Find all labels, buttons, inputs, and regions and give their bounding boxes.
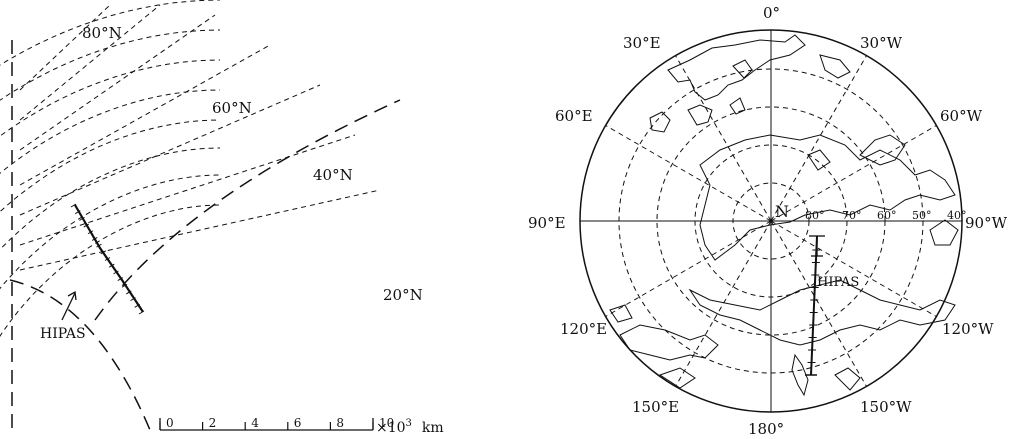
left-panel (0, 0, 401, 431)
left-meridian (19, 14, 216, 151)
meridian-line (605, 125, 772, 222)
lat-tick-label: 50° (912, 209, 932, 222)
meridian-line (770, 125, 937, 222)
left-path-tick (91, 237, 98, 241)
right-station-marker (809, 235, 825, 257)
left-meridian (19, 134, 356, 246)
meridian-line (770, 220, 867, 387)
left-path-tick (113, 270, 119, 275)
left-path-tick (108, 263, 115, 268)
lat-label-20n: 20°N (383, 286, 423, 304)
left-path-tick (134, 303, 141, 308)
left-boundary-curve (94, 99, 401, 321)
lon-label-30e: 30°E (623, 34, 661, 52)
left-lat-arc (0, 119, 221, 213)
lon-label-90e: 90°E (528, 214, 566, 232)
left-meridian (19, 4, 161, 121)
left-meridian (19, 44, 271, 186)
left-path-tick (100, 250, 107, 255)
lon-label-150w: 150°W (860, 398, 912, 416)
lon-label-180: 180° (748, 420, 784, 438)
lon-label-60w: 60°W (940, 107, 983, 125)
lat-tick-label: 40° (947, 209, 967, 222)
left-station-path (74, 204, 144, 313)
scale-tick-label: 2 (209, 416, 217, 430)
scale-ticks: 0 2 4 6 8 10 (159, 416, 394, 430)
left-lat-arc (0, 174, 221, 290)
left-path-tick (70, 203, 77, 208)
right-panel (579, 29, 963, 413)
left-lat-arc (0, 59, 221, 137)
left-grid (0, 0, 401, 431)
right-station-label: HIPAS (817, 275, 859, 290)
left-lat-arc (0, 29, 221, 101)
left-station-arrow (61, 290, 77, 321)
left-path-tick (125, 290, 132, 295)
meridian-line (770, 55, 867, 222)
meridian-line (605, 220, 772, 317)
left-meridian (19, 189, 381, 271)
left-station-label: HIPAS (40, 326, 86, 342)
left-path-tick (130, 297, 136, 302)
left-meridian (19, 4, 111, 91)
scale-tick-label: 6 (294, 416, 302, 430)
left-path-tick (138, 310, 145, 315)
lat-label-40n: 40°N (313, 166, 353, 184)
meridian-line (675, 220, 772, 387)
right-station-track (810, 235, 818, 376)
left-path-tick (74, 210, 81, 215)
left-path-tick (87, 230, 94, 235)
meridian-line (770, 220, 937, 317)
lat-label-60n: 60°N (212, 99, 252, 117)
left-lat-arc (0, 204, 221, 338)
left-path-tick (117, 277, 124, 281)
coastlines (609, 34, 959, 397)
scale-tick-label: 10 (379, 416, 394, 430)
left-meridian (19, 84, 321, 216)
lon-label-90w: 90°W (965, 214, 1008, 232)
lat-tick-label: 60° (877, 209, 897, 222)
lon-label-150e: 150°E (632, 398, 679, 416)
lon-label-120e: 120°E (560, 320, 607, 338)
left-lat-arc (0, 147, 221, 251)
scale-tick-label: 0 (166, 416, 174, 430)
lat-tick-label: 80° (805, 209, 825, 222)
lat-tick-labels: 80° 70° 60° 50° 40° (805, 209, 967, 222)
left-path-tick (83, 223, 90, 228)
lat-label-80n: 80°N (82, 24, 122, 42)
lon-label-0: 0° (763, 4, 780, 22)
lat-tick-label: 70° (842, 209, 862, 222)
scale-tick-label: 8 (336, 416, 344, 430)
pole-label: N (775, 202, 789, 221)
lon-label-60e: 60°E (555, 107, 593, 125)
left-path-tick (104, 257, 111, 261)
lon-label-30w: 30°W (860, 34, 903, 52)
left-path-tick (96, 243, 102, 248)
meridian-line (675, 55, 772, 222)
left-path-tick (79, 216, 85, 221)
lon-label-120w: 120°W (942, 320, 994, 338)
left-path-tick (121, 283, 128, 288)
left-boundary-arc (9, 279, 151, 431)
right-grid (580, 30, 962, 412)
scale-unit: ×103 km (376, 418, 444, 436)
scale-tick-label: 4 (251, 416, 259, 430)
